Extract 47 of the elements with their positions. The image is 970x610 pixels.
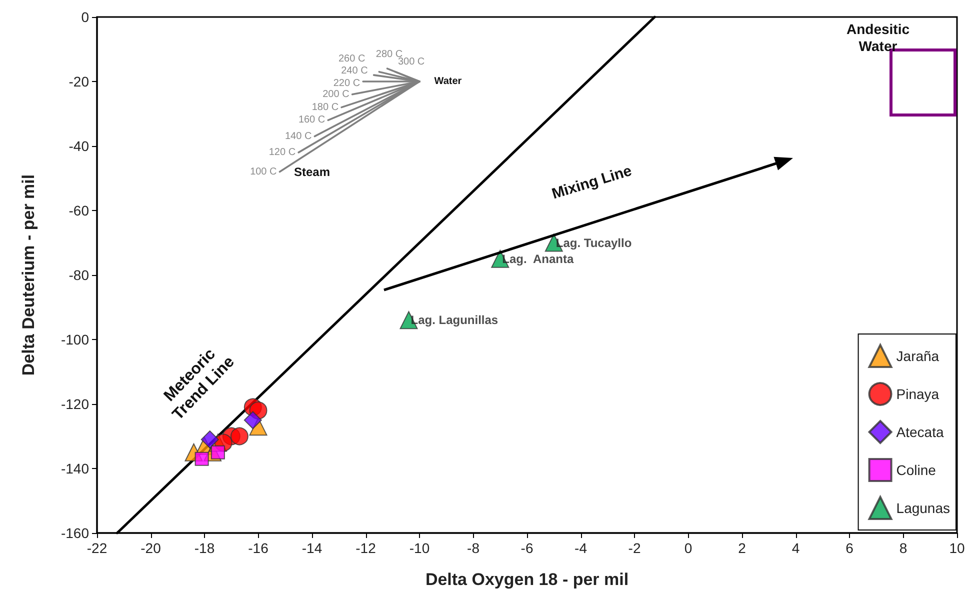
x-tick-label: -12	[356, 540, 376, 556]
legend-label: Jaraña	[896, 348, 940, 364]
x-tick-label: -14	[302, 540, 322, 556]
legend-label: Atecata	[896, 424, 944, 440]
x-tick-label: -10	[409, 540, 430, 556]
x-tick-label: -2	[628, 540, 641, 556]
series-label: 100 C	[250, 166, 277, 178]
x-tick-label: 4	[792, 540, 800, 556]
x-tick-label: 10	[949, 540, 965, 556]
y-axis-title: Delta Deuterium - per mil	[19, 174, 38, 376]
legend-label: Lagunas	[896, 500, 950, 516]
x-tick-label: 2	[738, 540, 746, 556]
y-tick-label: -60	[68, 202, 90, 218]
series-label: 200 C	[322, 88, 350, 100]
legend-label: Pinaya	[896, 386, 940, 402]
series-label: 120 C	[268, 146, 296, 158]
x-tick-label: -20	[140, 540, 162, 556]
y-tick-label: -80	[68, 267, 90, 283]
x-axis-title: Delta Oxygen 18 - per mil	[425, 570, 629, 589]
x-tick-label: -16	[248, 540, 269, 556]
y-tick-label: -160	[60, 525, 90, 541]
series-label: 260 C	[338, 53, 366, 64]
x-tick-label: 8	[899, 540, 908, 556]
x-tick-label: 0	[684, 540, 692, 556]
annotation: Andesitic Water	[845, 21, 910, 55]
x-tick-label: -18	[194, 540, 215, 556]
series-label: 300 C	[398, 56, 425, 68]
x-tick-label: -6	[520, 540, 534, 556]
y-tick-label: -100	[60, 332, 90, 348]
y-tick-label: -20	[68, 74, 90, 90]
x-tick-label: -22	[86, 540, 108, 556]
annotation: Water	[433, 76, 463, 88]
series-label: 160 C	[298, 114, 326, 126]
legend-label: Coline	[896, 462, 936, 478]
series-label: 180 C	[312, 102, 339, 113]
series-label: 240 C	[341, 66, 368, 77]
annotation: Steam	[292, 164, 332, 180]
y-tick-label: 0	[81, 9, 90, 25]
x-tick-label: 6	[846, 540, 854, 556]
y-tick-label: -140	[60, 460, 90, 476]
x-tick-label: -8	[467, 540, 480, 556]
x-tick-label: -4	[574, 540, 588, 556]
y-tick-label: -120	[60, 396, 90, 412]
series-label: 220 C	[333, 78, 360, 89]
annotation: Mixing Line	[548, 161, 635, 205]
series-label: 140 C	[285, 130, 312, 142]
y-tick-label: -40	[68, 138, 90, 154]
